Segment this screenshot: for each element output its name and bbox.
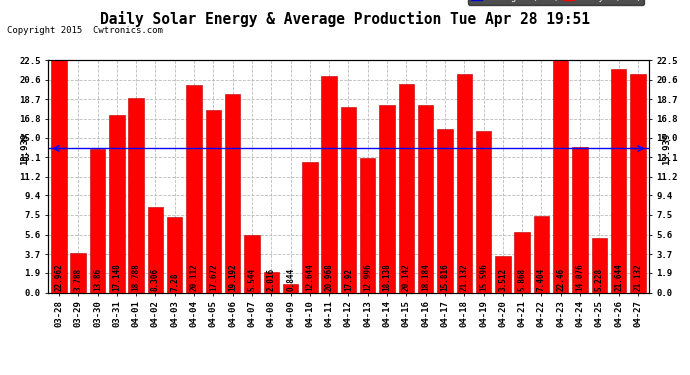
Bar — [380, 105, 395, 292]
Text: 5.544: 5.544 — [248, 268, 257, 291]
Text: 3.512: 3.512 — [498, 268, 507, 291]
Bar — [206, 110, 221, 292]
Text: Daily Solar Energy & Average Production Tue Apr 28 19:51: Daily Solar Energy & Average Production … — [100, 11, 590, 27]
Text: 7.28: 7.28 — [170, 273, 179, 291]
Text: 2.016: 2.016 — [267, 268, 276, 291]
Bar — [399, 84, 414, 292]
Text: 18.788: 18.788 — [132, 264, 141, 291]
Bar — [495, 256, 511, 292]
Bar — [611, 69, 627, 292]
Bar — [515, 232, 530, 292]
Bar — [109, 115, 124, 292]
Bar — [630, 74, 646, 292]
Bar — [128, 98, 144, 292]
Text: 18.138: 18.138 — [382, 264, 391, 291]
Text: 13.939: 13.939 — [662, 132, 671, 165]
Text: 13.86: 13.86 — [93, 268, 102, 291]
Legend: Average  (kWh), Daily  (kWh): Average (kWh), Daily (kWh) — [469, 0, 644, 4]
Text: 17.92: 17.92 — [344, 268, 353, 291]
Text: 12.996: 12.996 — [363, 264, 372, 291]
Bar — [573, 147, 588, 292]
Text: 0.844: 0.844 — [286, 268, 295, 291]
Text: 18.184: 18.184 — [421, 264, 430, 291]
Text: 17.148: 17.148 — [112, 264, 121, 291]
Bar — [457, 74, 472, 292]
Text: Copyright 2015  Cwtronics.com: Copyright 2015 Cwtronics.com — [7, 26, 163, 35]
Bar — [322, 76, 337, 292]
Text: 21.132: 21.132 — [633, 264, 642, 291]
Text: 21.132: 21.132 — [460, 264, 469, 291]
Bar — [225, 94, 240, 292]
Bar — [167, 217, 182, 292]
Bar — [360, 158, 375, 292]
Bar — [244, 235, 259, 292]
Text: 13.939: 13.939 — [20, 132, 29, 165]
Bar — [51, 55, 67, 292]
Text: 22.962: 22.962 — [55, 264, 63, 291]
Bar — [264, 272, 279, 292]
Text: 5.228: 5.228 — [595, 268, 604, 291]
Text: 20.968: 20.968 — [325, 264, 334, 291]
Bar — [418, 105, 433, 292]
Bar — [476, 131, 491, 292]
Bar — [283, 284, 298, 292]
Text: 5.868: 5.868 — [518, 268, 526, 291]
Bar — [70, 254, 86, 292]
Text: 20.112: 20.112 — [190, 264, 199, 291]
Text: 12.644: 12.644 — [306, 264, 315, 291]
Bar — [591, 238, 607, 292]
Text: 20.142: 20.142 — [402, 264, 411, 291]
Text: 22.46: 22.46 — [556, 268, 565, 291]
Text: 17.672: 17.672 — [209, 264, 218, 291]
Text: 15.816: 15.816 — [440, 264, 449, 291]
Text: 14.076: 14.076 — [575, 264, 584, 291]
Text: 21.644: 21.644 — [614, 264, 623, 291]
Bar — [302, 162, 317, 292]
Bar — [90, 149, 106, 292]
Text: 3.788: 3.788 — [74, 268, 83, 291]
Text: 19.192: 19.192 — [228, 264, 237, 291]
Bar — [437, 129, 453, 292]
Bar — [148, 207, 163, 292]
Text: 8.306: 8.306 — [151, 268, 160, 291]
Bar — [186, 85, 201, 292]
Bar — [341, 107, 356, 292]
Text: 7.404: 7.404 — [537, 268, 546, 291]
Text: 15.596: 15.596 — [479, 264, 488, 291]
Bar — [534, 216, 549, 292]
Bar — [553, 60, 569, 292]
